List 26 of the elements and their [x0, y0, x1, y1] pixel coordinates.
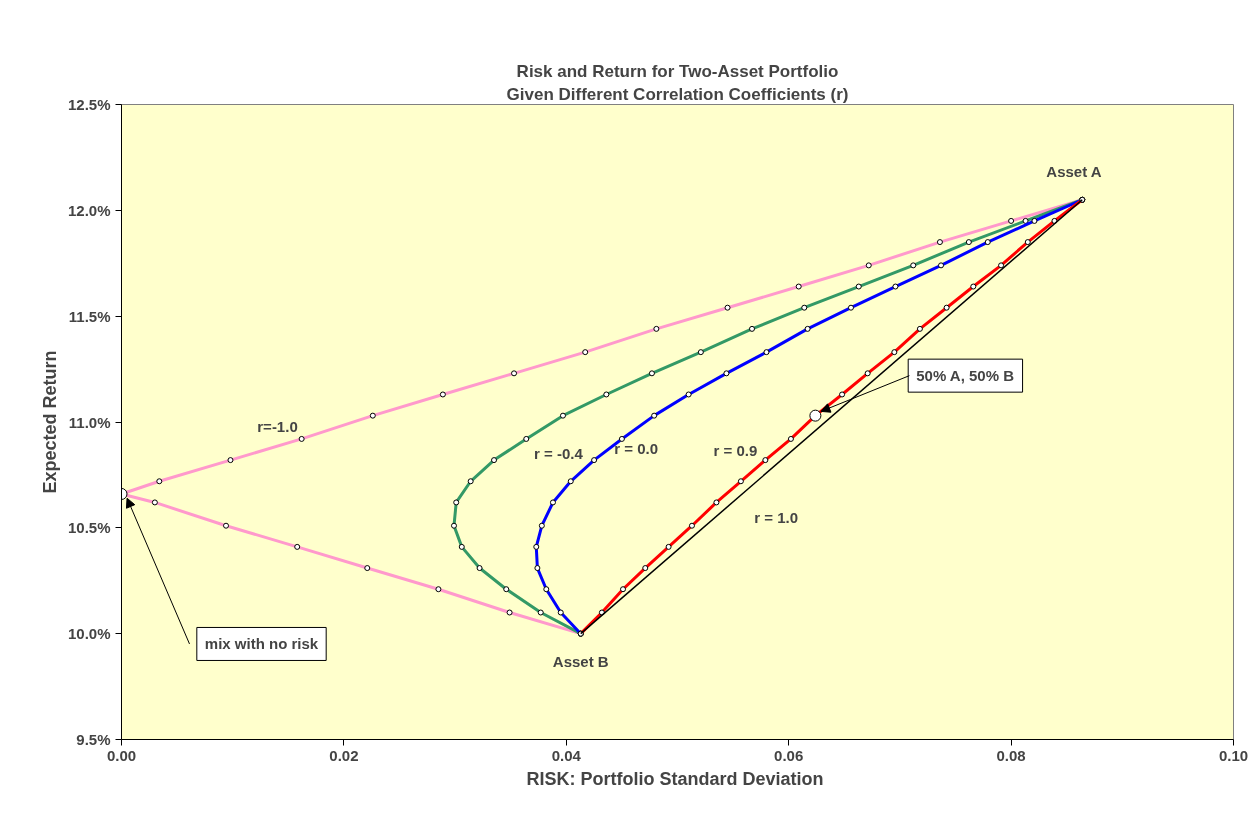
- annotation: Asset B: [552, 653, 609, 671]
- x-tick-label: 0.02: [329, 746, 359, 764]
- y-tick-label: 11.0%: [68, 413, 111, 431]
- y-tick-label: 12.5%: [67, 96, 111, 113]
- annotation: mix with no risk: [204, 635, 319, 653]
- x-tick-label: 0.04: [551, 746, 582, 764]
- annotation: 50% A, 50% B: [916, 367, 1015, 385]
- chart-subtitle: Given Different Correlation Coefficients (r): [506, 84, 849, 104]
- x-tick-label: 0.08: [996, 746, 1026, 764]
- series-label: r = -0.4: [533, 444, 584, 462]
- chart-title: Risk and Return for Two-Asset Portfolio: [516, 61, 839, 81]
- x-tick-label: 0.06: [774, 746, 804, 764]
- y-axis-title: Expected Return: [39, 350, 60, 494]
- x-tick-label: 0.10: [1218, 746, 1249, 764]
- series-label: r=-1.0: [257, 418, 298, 436]
- series-label: r = 0.0: [614, 439, 658, 457]
- y-tick-label: 9.5%: [76, 731, 111, 748]
- y-tick-label: 11.5%: [68, 307, 111, 325]
- y-tick-label: 10.5%: [67, 519, 111, 537]
- annotation: Asset A: [1046, 163, 1102, 181]
- y-tick-label: 12.0%: [67, 201, 111, 219]
- x-tick-label: 0.00: [106, 746, 137, 764]
- series-label: r = 0.9: [713, 441, 758, 459]
- x-axis-title: RISK: Portfolio Standard Deviation: [526, 768, 824, 789]
- series-label: r = 1.0: [754, 508, 799, 526]
- y-tick-label: 10.0%: [67, 625, 111, 643]
